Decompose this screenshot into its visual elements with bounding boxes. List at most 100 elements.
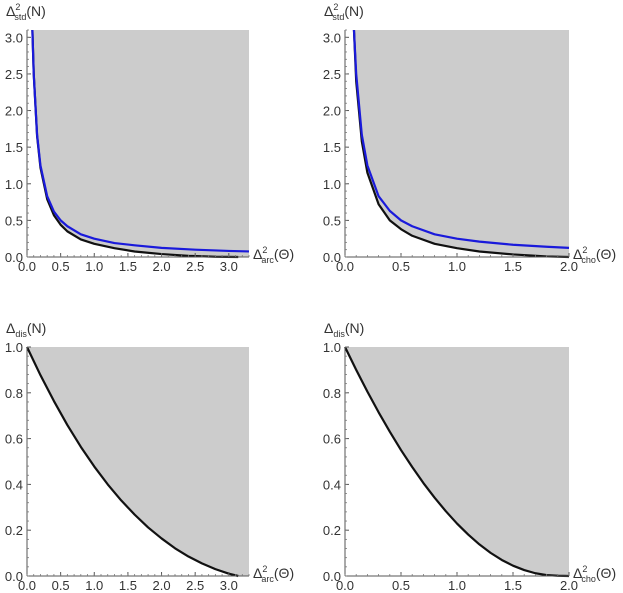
y-axis-label-symbol: Δ: [6, 320, 15, 336]
y-tick-label: 0.5: [323, 213, 341, 228]
y-axis-label-symbol: Δ: [6, 3, 15, 19]
y-tick-label: 0.0: [323, 569, 341, 584]
x-tick-label: 0.5: [52, 578, 70, 593]
x-axis-label: Δ2 cho(Θ): [573, 564, 616, 584]
x-axis-label-suffix: (Θ): [596, 246, 616, 262]
x-tick-label: 3.0: [220, 578, 238, 593]
y-tick-label: 0.4: [323, 477, 341, 492]
y-axis-label-sub: dis: [15, 329, 27, 339]
x-tick-label: 2.0: [153, 259, 171, 274]
x-tick-label: 0.5: [52, 259, 70, 274]
y-axis-label-sup: 2: [333, 2, 338, 12]
y-axis-label-symbol: Δ: [324, 3, 333, 19]
series-line-1: [26, 346, 239, 578]
x-axis-label-suffix: (Θ): [274, 565, 294, 581]
y-tick-label: 3.0: [323, 30, 341, 45]
y-tick-label: 0.0: [5, 569, 23, 584]
y-axis-label-suffix: (N): [27, 320, 46, 336]
x-axis-label: Δ2 cho(Θ): [573, 245, 616, 265]
x-tick-label: 2.0: [560, 578, 578, 593]
y-axis-label: Δdis(N): [6, 320, 46, 339]
series-line-1: [352, 29, 570, 259]
feasible-region: [345, 347, 569, 576]
x-axis-label: Δ2 arc(Θ): [253, 564, 294, 584]
x-tick-label: 0.5: [392, 578, 410, 593]
chart-panel-2: 0.0 0.5 1.0 1.5 2.00.00.51.01.52.02.53.0Δ2 st…: [323, 2, 616, 274]
y-axis-label: Δ2 std(N): [6, 2, 46, 22]
x-tick-label: 0.0: [336, 259, 354, 274]
y-tick-label: 1.0: [5, 340, 23, 355]
x-axis-label-sup: 2: [262, 564, 267, 574]
x-tick-label: 0.0: [336, 578, 354, 593]
x-axis-label-symbol: Δ: [253, 246, 262, 262]
y-axis-label-sub: std: [332, 12, 344, 22]
x-axis-label-symbol: Δ: [573, 565, 582, 581]
x-axis-label-sub: arc: [261, 574, 274, 584]
y-tick-label: 0.8: [5, 386, 23, 401]
x-tick-label: 1.0: [448, 578, 466, 593]
y-tick-label: 0.2: [323, 523, 341, 538]
x-axis-label-sub: cho: [581, 255, 596, 265]
y-tick-label: 2.5: [5, 67, 23, 82]
x-tick-label: 2.0: [560, 259, 578, 274]
feasible-region: [27, 30, 249, 257]
x-tick-label: 2.0: [153, 578, 171, 593]
y-tick-label: 1.0: [323, 340, 341, 355]
y-tick-label: 0.6: [5, 432, 23, 447]
series-line-2: [31, 29, 250, 253]
x-tick-label: 1.5: [119, 259, 137, 274]
x-axis-label-suffix: (Θ): [274, 246, 294, 262]
y-tick-label: 1.5: [323, 140, 341, 155]
chart-panel-1: 0.0 0.5 1.0 1.5 2.0 2.5 3.0 0.0 0.5 1.0 1.5 2.0 2.5 3…: [5, 2, 294, 274]
x-tick-label: 0.5: [392, 259, 410, 274]
y-tick-label: 0.0: [323, 250, 341, 265]
x-tick-label: 1.5: [504, 578, 522, 593]
y-axis-label: Δ2 std(N): [324, 2, 364, 22]
x-tick-label: 1.5: [119, 578, 137, 593]
feasible-region: [345, 30, 569, 257]
y-axis-label-suffix: (N): [344, 3, 363, 19]
y-tick-label: 0.4: [5, 477, 23, 492]
x-axis-label-sup: 2: [582, 245, 587, 255]
y-tick-label: 1.0: [323, 177, 341, 192]
series-line-2: [352, 29, 570, 249]
y-axis-label-sup: 2: [15, 2, 20, 12]
feasible-region: [27, 347, 249, 576]
y-tick-label: 0.5: [5, 213, 23, 228]
x-tick-label: 2.5: [186, 259, 204, 274]
y-axis-label-sub: std: [14, 12, 26, 22]
y-axis-label-symbol: Δ: [324, 320, 333, 336]
x-tick-label: 1.5: [504, 259, 522, 274]
x-axis-label-sub: cho: [581, 574, 596, 584]
x-tick-label: 0.0: [18, 259, 36, 274]
x-tick-label: 1.0: [85, 259, 103, 274]
y-tick-label: 0.0: [5, 250, 23, 265]
x-axis-label-symbol: Δ: [573, 246, 582, 262]
x-axis-label-sup: 2: [582, 564, 587, 574]
x-tick-label: 1.0: [448, 259, 466, 274]
x-axis-label: Δ2 arc(Θ): [253, 245, 294, 265]
x-tick-label: 3.0: [220, 259, 238, 274]
y-tick-label: 0.6: [323, 432, 341, 447]
y-tick-label: 0.8: [323, 386, 341, 401]
y-tick-label: 0.2: [5, 523, 23, 538]
y-tick-label: 2.0: [323, 104, 341, 119]
y-axis-label: Δdis(N): [324, 320, 364, 339]
chart-panel-4: 0.0 0.5 1.0 1.5 2.00.00.20.40.60.81.0Δdis(N)…: [323, 320, 616, 593]
x-tick-label: 2.5: [186, 578, 204, 593]
y-tick-label: 2.5: [323, 67, 341, 82]
x-tick-label: 0.0: [18, 578, 36, 593]
x-axis-label-symbol: Δ: [253, 565, 262, 581]
y-axis-label-sub: dis: [333, 329, 345, 339]
x-axis-label-sup: 2: [262, 245, 267, 255]
x-tick-label: 1.0: [85, 578, 103, 593]
y-tick-label: 3.0: [5, 30, 23, 45]
y-tick-label: 2.0: [5, 104, 23, 119]
y-tick-label: 1.0: [5, 177, 23, 192]
series-line-1: [344, 346, 570, 578]
x-axis-label-sub: arc: [261, 255, 274, 265]
x-axis-label-suffix: (Θ): [596, 565, 616, 581]
y-axis-label-suffix: (N): [26, 3, 45, 19]
chart-panel-3: 0.0 0.5 1.0 1.5 2.0 2.5 3.00.00.20.40.60.81.0Δ…: [5, 320, 294, 593]
